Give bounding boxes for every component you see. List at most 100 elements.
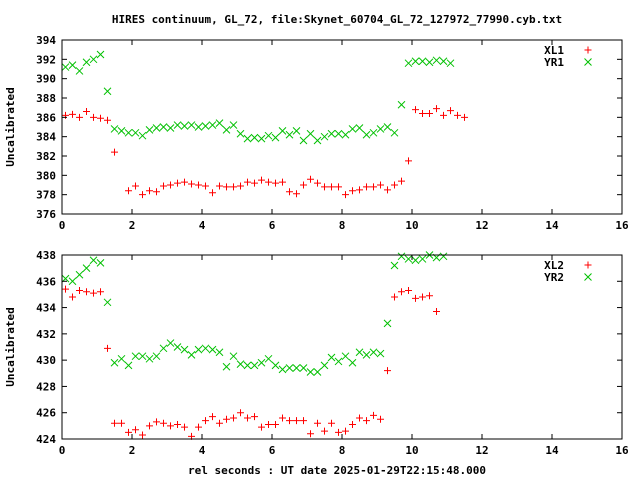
data-point-xl1 [342, 191, 349, 199]
data-point-xl1 [384, 186, 391, 194]
panel-2: 0 2 4 6 8 10 12 14 16 424 426 428 430 432 434 436 438 Unc… [4, 249, 629, 457]
y-tick-label: 382 [36, 150, 56, 163]
data-point-xl1 [188, 180, 195, 188]
data-point-xl1 [272, 179, 279, 187]
x-tick-label: 8 [339, 219, 346, 232]
data-point-xl1 [349, 187, 356, 195]
y-tick-label: 390 [36, 73, 56, 86]
data-point-yr1 [138, 131, 147, 140]
data-point-yr1 [257, 134, 266, 143]
data-point-xl2 [216, 419, 223, 427]
data-point-xl1 [174, 179, 181, 187]
data-point-xl2 [328, 419, 335, 427]
data-point-yr2 [103, 298, 112, 307]
data-point-xl2 [244, 414, 251, 422]
data-point-xl2 [139, 431, 146, 439]
y-tick-label: 380 [36, 169, 56, 182]
legend-label-yr2: YR2 [544, 271, 564, 284]
data-point-yr1 [222, 126, 231, 134]
data-point-xl2 [83, 288, 90, 296]
data-point-xl1 [300, 181, 307, 189]
data-point-xl1 [363, 183, 370, 191]
data-point-xl1 [146, 187, 153, 195]
data-point-yr1 [152, 124, 161, 132]
data-point-xl1 [83, 108, 90, 116]
legend-label-xl2: XL2 [544, 259, 564, 272]
data-point-yr2 [243, 361, 252, 370]
data-point-xl1 [153, 188, 160, 196]
chart-title: HIRES continuum, GL_72, file:Skynet_6070… [112, 13, 562, 26]
data-point-xl1 [314, 179, 321, 187]
data-point-xl2 [335, 428, 342, 436]
data-point-yr2 [257, 358, 266, 367]
x-tick-label: 14 [545, 219, 559, 232]
data-point-xl2 [265, 421, 272, 429]
data-point-xl1 [377, 181, 384, 189]
data-point-yr2 [75, 270, 84, 279]
data-point-yr2 [229, 352, 238, 361]
data-point-xl1 [69, 110, 76, 118]
data-point-yr1 [446, 59, 455, 68]
data-point-xl1 [328, 183, 335, 191]
series-yr1 [61, 50, 455, 145]
data-point-yr1 [418, 57, 427, 66]
data-point-yr1 [306, 129, 315, 138]
y-tick-label: 426 [36, 407, 56, 420]
data-point-yr1 [397, 100, 406, 109]
data-point-xl1 [265, 178, 272, 186]
data-point-yr2 [117, 354, 126, 363]
data-point-yr1 [376, 125, 385, 133]
data-point-yr1 [348, 125, 357, 133]
legend-marker-yr2 [584, 273, 592, 281]
data-point-xl2 [314, 419, 321, 427]
data-point-yr1 [285, 130, 294, 139]
data-point-yr2 [201, 344, 210, 353]
data-point-yr1 [82, 58, 91, 67]
x-tick-label: 0 [59, 219, 66, 232]
data-point-xl2 [321, 427, 328, 435]
data-point-yr2 [320, 361, 329, 370]
x-tick-label: 0 [59, 444, 66, 457]
data-point-yr2 [215, 348, 224, 357]
data-point-xl1 [244, 178, 251, 186]
data-point-xl2 [223, 415, 230, 423]
data-point-xl2 [160, 419, 167, 427]
data-point-xl2 [412, 294, 419, 302]
legend-marker-xl2 [584, 261, 592, 269]
data-point-yr2 [152, 352, 161, 361]
x-tick-label: 12 [475, 219, 488, 232]
x-tick-label: 16 [615, 444, 629, 457]
data-point-xl2 [125, 428, 132, 436]
data-point-xl1 [433, 105, 440, 113]
data-point-yr2 [138, 352, 147, 361]
data-point-yr1 [327, 129, 336, 138]
y-tick-label: 388 [36, 92, 56, 105]
data-point-yr2 [187, 351, 196, 359]
data-point-yr1 [404, 59, 413, 68]
data-point-xl2 [202, 417, 209, 425]
data-point-yr2 [264, 354, 273, 363]
data-point-xl1 [195, 181, 202, 189]
data-point-xl2 [174, 421, 181, 429]
data-point-xl2 [76, 286, 83, 294]
data-point-yr2 [89, 256, 98, 265]
data-point-xl2 [405, 286, 412, 294]
data-point-xl1 [209, 189, 216, 197]
data-point-yr2 [390, 261, 399, 270]
data-point-xl1 [167, 181, 174, 189]
data-point-xl2 [419, 293, 426, 301]
data-point-xl2 [237, 409, 244, 417]
data-point-xl2 [104, 344, 111, 352]
data-point-yr2 [131, 352, 140, 361]
data-point-yr1 [292, 127, 301, 135]
x-tick-label: 4 [199, 219, 206, 232]
y-axis-label: Uncalibrated [4, 307, 17, 386]
data-point-xl2 [111, 419, 118, 427]
data-point-xl1 [139, 191, 146, 199]
data-point-yr1 [236, 129, 245, 138]
data-point-yr2 [250, 361, 259, 370]
data-point-xl1 [62, 111, 69, 119]
y-tick-label: 394 [36, 34, 56, 47]
x-tick-label: 4 [199, 444, 206, 457]
data-point-xl1 [90, 113, 97, 121]
